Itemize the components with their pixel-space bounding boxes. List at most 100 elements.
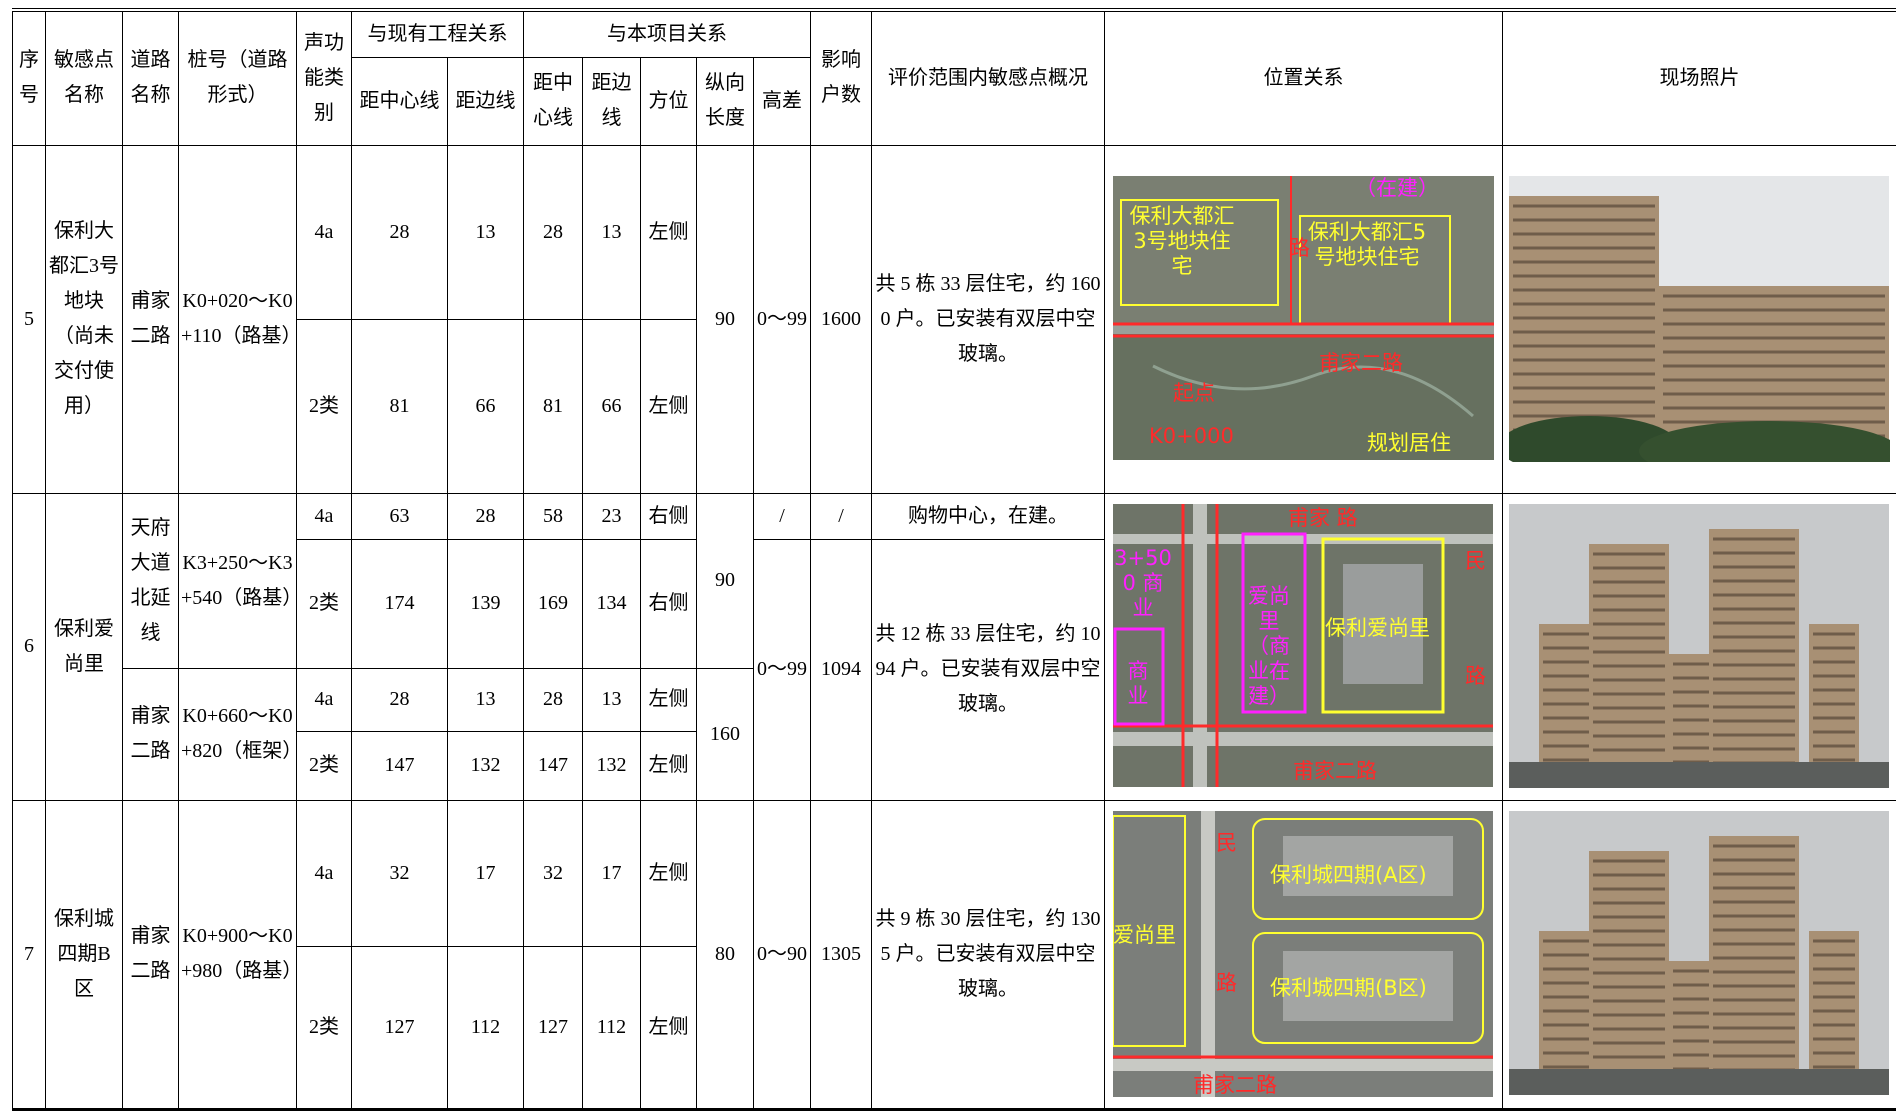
data-cell: 共 9 栋 30 层住宅，约 1305 户。已安装有双层中空玻璃。	[871, 799, 1105, 1110]
data-cell: 28	[447, 492, 524, 540]
data-cell: /	[753, 492, 811, 540]
map-label: 保利城四期(B区)	[1270, 976, 1427, 1000]
data-cell: 保利城四期B区	[45, 799, 123, 1110]
site-photo	[1509, 811, 1890, 1097]
map-label: 甫家二路	[1293, 758, 1377, 783]
map-cell: （在建） 保利大都汇3号地块住宅 路保利大都汇5号地块住宅 甫家二路 起点 K0+000 规…	[1104, 144, 1503, 494]
data-cell: 4a	[296, 799, 352, 947]
header-cell: 位置关系	[1104, 9, 1503, 146]
data-cell: 2类	[296, 538, 352, 669]
map-label: 甫家 路	[1288, 505, 1358, 530]
header-cell: 影响户数	[810, 9, 872, 146]
data-cell: 7	[12, 799, 46, 1110]
data-cell: 1305	[810, 799, 872, 1110]
data-cell: 32	[351, 799, 448, 947]
data-cell: 0～99	[753, 538, 811, 801]
data-cell: 66	[447, 318, 524, 494]
map-label: 爱尚里（商业在建）	[1248, 583, 1290, 709]
header-cell: 序号	[12, 9, 46, 146]
data-cell: /	[810, 492, 872, 540]
header-cell: 敏感点名称	[45, 9, 123, 146]
data-cell: 81	[351, 318, 448, 494]
data-cell: 左侧	[640, 945, 697, 1110]
photo-cell	[1502, 799, 1896, 1110]
location-map: 民路 保利城四期(A区) 保利城四期(B区) 爱尚里 甫家二路	[1113, 811, 1494, 1097]
header-cell: 评价范围内敏感点概况	[871, 9, 1105, 146]
header-cell: 距边线	[447, 56, 524, 146]
data-cell: 5	[12, 144, 46, 494]
data-cell: K3+250～K3+540（路基）	[178, 492, 297, 669]
map-label: 保利大都汇3号地块住宅	[1129, 204, 1235, 279]
data-cell: 132	[582, 730, 641, 801]
data-cell: K0+660～K0+820（框架）	[178, 667, 297, 801]
data-cell: 左侧	[640, 318, 697, 494]
data-cell: 甫家二路	[122, 144, 179, 494]
map-label: 规划居住	[1367, 431, 1451, 455]
table-row: 距中心线 距边线 距中心线 距边线 方位 纵向长度 高差	[13, 56, 1896, 146]
data-cell: 112	[447, 945, 524, 1110]
table-row: 2类 147 132 147 132 左侧	[13, 730, 1896, 801]
data-cell: 28	[351, 667, 448, 732]
image-graphic	[1113, 176, 1494, 460]
sensitive-points-table: 序号 敏感点名称 道路名称 桩号（道路形式） 声功能类别 与现有工程关系 与本项目关系 影响户…	[12, 8, 1896, 1111]
table-row: 2类 127 112 127 112 左侧	[13, 945, 1896, 1110]
map-label: 保利大都汇5号地块住宅	[1307, 220, 1427, 270]
data-cell: 81	[523, 318, 583, 494]
map-label: K0+000	[1149, 424, 1234, 448]
map-cell: 甫家 路 3+500 商业 爱尚里（商业在建） 保利爱尚里 民路 商业 甫家二路	[1104, 492, 1503, 801]
location-map: 甫家 路 3+500 商业 爱尚里（商业在建） 保利爱尚里 民路 商业 甫家二路	[1113, 503, 1494, 790]
header-cell: 距中心线	[351, 56, 448, 146]
data-cell: 23	[582, 492, 641, 540]
data-cell: 134	[582, 538, 641, 669]
data-cell: 左侧	[640, 144, 697, 320]
data-cell: 右侧	[640, 538, 697, 669]
map-label: 路	[1465, 663, 1486, 688]
table-row: 5 保利大都汇3号地块（尚未交付使用） 甫家二路 K0+020～K0+110（路基） 4…	[12, 144, 1896, 494]
map-label: 民	[1465, 548, 1486, 573]
data-cell: 112	[582, 945, 641, 1110]
data-cell: 32	[523, 799, 583, 947]
header-cell: 方位	[640, 56, 697, 146]
data-cell: 132	[447, 730, 524, 801]
table-row: 6 保利爱尚里 天府大道北延线 K3+250～K3+540（路基） 4a 63 28 58 23…	[12, 492, 1896, 801]
header-cell: 现场照片	[1502, 9, 1896, 146]
map-label: 商业	[1127, 658, 1149, 708]
data-cell: K0+900～K0+980（路基）	[178, 799, 297, 1110]
photo-cell	[1502, 492, 1896, 801]
data-cell: 139	[447, 538, 524, 669]
header-cell: 距边线	[582, 56, 641, 146]
data-cell: 0～90	[753, 799, 811, 1110]
data-cell: 13	[582, 667, 641, 732]
data-cell: 2类	[296, 730, 352, 801]
table-row: 7 保利城四期B区 甫家二路 K0+900～K0+980（路基） 4a 32 17 32 17 左…	[12, 799, 1896, 1110]
site-photo	[1509, 176, 1890, 462]
data-cell: 保利爱尚里	[45, 492, 123, 801]
data-cell: 甫家二路	[122, 799, 179, 1110]
header-cell: 高差	[753, 56, 811, 146]
data-cell: 左侧	[640, 730, 697, 801]
data-cell: 共 5 栋 33 层住宅，约 1600 户。已安装有双层中空玻璃。	[871, 144, 1105, 494]
data-cell: 28	[351, 144, 448, 320]
photo-cell	[1502, 144, 1896, 494]
header-cell: 道路名称	[122, 9, 179, 146]
header-cell: 纵向长度	[696, 56, 754, 146]
data-cell: 1094	[810, 538, 872, 801]
image-graphic	[1113, 811, 1493, 1097]
data-cell: 63	[351, 492, 448, 540]
table-row: 甫家二路 K0+660～K0+820（框架） 4a 28 13 28 13 左侧 160	[13, 667, 1896, 801]
data-cell: 右侧	[640, 492, 697, 540]
data-cell: 4a	[296, 144, 352, 320]
data-cell: 购物中心，在建。	[871, 492, 1105, 540]
map-label: 保利城四期(A区)	[1270, 863, 1427, 887]
data-cell: 保利大都汇3号地块（尚未交付使用）	[45, 144, 123, 494]
data-cell: 2类	[296, 318, 352, 494]
image-graphic	[1113, 503, 1493, 787]
data-cell: 17	[582, 799, 641, 947]
image-graphic	[1509, 811, 1889, 1095]
image-graphic	[1509, 176, 1890, 462]
header-cell: 桩号（道路形式）	[178, 9, 297, 146]
data-cell: 4a	[296, 492, 352, 540]
data-cell: 169	[523, 538, 583, 669]
data-cell: 1600	[810, 144, 872, 494]
table-row: 2类 81 66 81 66 左侧	[13, 318, 1896, 494]
